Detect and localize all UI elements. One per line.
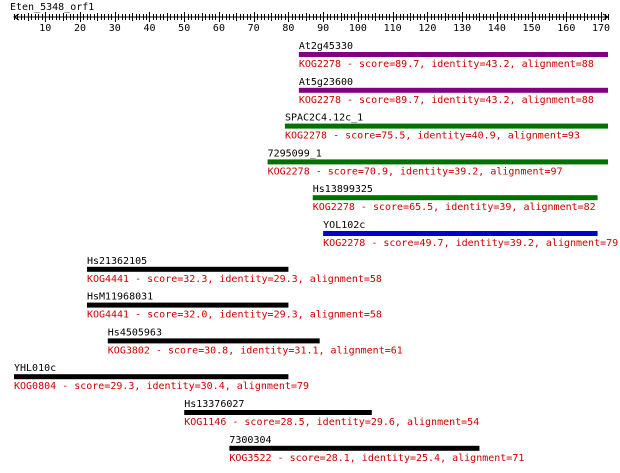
hit-bar xyxy=(14,374,289,380)
hit-bar xyxy=(267,159,608,165)
hit-bar xyxy=(86,266,289,272)
axis-tick-label: 100 xyxy=(349,23,367,34)
axis-tick-label: 90 xyxy=(317,23,329,34)
hit-row: Hs21362105 KOG4441 - score=32.3, identity… xyxy=(86,256,382,285)
hit-name: Hs4505963 xyxy=(108,327,162,338)
axis-tick-label: 20 xyxy=(74,23,86,34)
hit-name: Hs13899325 xyxy=(313,184,373,195)
hit-row: Hs13376027 KOG1146 - score=28.5, identity… xyxy=(184,399,479,428)
hit-name: At5g23600 xyxy=(299,77,353,88)
hit-description: KOG2278 - score=49.7, identity=39.2, ali… xyxy=(323,238,618,249)
hit-bar xyxy=(298,87,608,93)
hit-row: Hs13899325 KOG2278 - score=65.5, identity… xyxy=(312,184,598,213)
hit-row: At2g45330 KOG2278 - score=89.7, identity=… xyxy=(298,41,608,70)
hit-bar xyxy=(323,231,598,236)
hit-bar xyxy=(184,410,372,415)
axis-tick-label: 40 xyxy=(143,23,155,34)
query-name: Eten_5348_orf1 xyxy=(10,2,94,13)
axis-tick-label: 110 xyxy=(384,23,402,34)
hit-description: KOG3802 - score=30.8, identity=31.1, ali… xyxy=(108,345,403,356)
hit-description: KOG2278 - score=89.7, identity=43.2, ali… xyxy=(299,59,594,70)
hit-description: KOG0804 - score=29.3, identity=30.4, ali… xyxy=(14,381,309,392)
axis-tick-label: 160 xyxy=(557,23,575,34)
hit-row: YHL010c KOG0804 - score=29.3, identity=30… xyxy=(14,363,309,392)
hit-name: YHL010c xyxy=(14,363,56,374)
axis-tick-label: 30 xyxy=(109,23,121,34)
hit-row: HsM11968031 KOG4441 - score=32.0, identit… xyxy=(86,292,382,321)
hit-name: YOL102c xyxy=(323,220,365,231)
hit-description: KOG4441 - score=32.3, identity=29.3, ali… xyxy=(87,274,382,285)
hit-description: KOG2278 - score=70.9, identity=39.2, ali… xyxy=(268,166,563,177)
hit-bar xyxy=(107,338,320,344)
hit-bar xyxy=(284,123,608,129)
hit-bar xyxy=(298,52,608,57)
hit-name: 7300304 xyxy=(229,435,271,446)
hit-description: KOG3522 - score=28.1, identity=25.4, ali… xyxy=(229,453,524,464)
axis-tick-label: 130 xyxy=(453,23,471,34)
axis-tick-label: 50 xyxy=(178,23,190,34)
hit-name: SPAC2C4.12c_1 xyxy=(285,113,363,124)
hit-name: At2g45330 xyxy=(299,41,353,52)
axis-tick-label: 60 xyxy=(213,23,225,34)
axis-tick-label: 80 xyxy=(282,23,294,34)
position-axis: 10 20 30 40 50 60 70 80 90 100 110 120 130 140 150 160 1… xyxy=(13,12,610,34)
axis-tick-label: 170 xyxy=(592,23,610,34)
axis-tick-label: 120 xyxy=(418,23,436,34)
hit-row: At5g23600 KOG2278 - score=89.7, identity=… xyxy=(298,77,608,106)
hit-row: 7300304 KOG3522 - score=28.1, identity=25… xyxy=(229,435,524,464)
hit-name: Hs21362105 xyxy=(87,256,147,267)
hit-description: KOG2278 - score=65.5, identity=39, align… xyxy=(313,202,596,213)
hit-bar xyxy=(312,195,598,201)
axis-tick-label: 10 xyxy=(39,23,51,34)
hit-row: Hs4505963 KOG3802 - score=30.8, identity=… xyxy=(107,327,403,356)
hit-row: SPAC2C4.12c_1 KOG2278 - score=75.5, ident… xyxy=(284,113,608,142)
axis-tick-label: 70 xyxy=(248,23,260,34)
hit-list: At2g45330 KOG2278 - score=89.7, identity=… xyxy=(14,41,618,464)
hit-row: 7295099_1 KOG2278 - score=70.9, identity=… xyxy=(267,148,608,177)
axis-tick-label: 150 xyxy=(523,23,541,34)
hit-name: 7295099_1 xyxy=(268,148,322,159)
axis-tick-label: 140 xyxy=(488,23,506,34)
hit-name: Hs13376027 xyxy=(184,399,244,410)
hit-description: KOG2278 - score=89.7, identity=43.2, ali… xyxy=(299,95,594,106)
hit-description: KOG4441 - score=32.0, identity=29.3, ali… xyxy=(87,310,382,321)
hit-description: KOG2278 - score=75.5, identity=40.9, ali… xyxy=(285,131,580,142)
hit-bar xyxy=(86,302,289,308)
hit-row: YOL102c KOG2278 - score=49.7, identity=39… xyxy=(323,220,618,249)
hit-description: KOG1146 - score=28.5, identity=29.6, ali… xyxy=(184,417,479,428)
hit-bar xyxy=(229,445,480,451)
hit-name: HsM11968031 xyxy=(87,292,153,303)
